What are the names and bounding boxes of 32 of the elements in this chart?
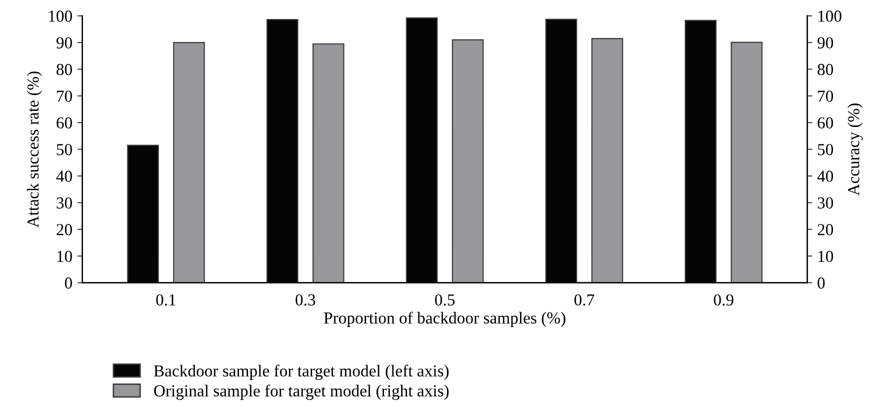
x-tick-label: 0.9 — [714, 294, 734, 306]
y2-tick-label: 80 — [818, 64, 834, 76]
y-tick-label: 50 — [56, 144, 72, 156]
y-tick-label: 40 — [56, 170, 72, 182]
x-axis-title: Proportion of backdoor samples (%) — [324, 312, 566, 328]
y2-tick-label: 70 — [818, 90, 834, 102]
y-tick-label: 60 — [56, 117, 72, 129]
y-tick-label: 100 — [49, 10, 72, 22]
y-tick-label: 90 — [56, 37, 72, 48]
y2-tick-label: 30 — [818, 197, 834, 209]
x-tick-label: 0.1 — [156, 294, 176, 306]
legend-label: Backdoor sample for target model (left axis) — [154, 364, 449, 380]
x-tick-label: 0.5 — [435, 294, 455, 306]
y2-tick-label: 90 — [818, 37, 834, 48]
y2-tick-label: 0 — [818, 277, 825, 289]
y-tick-label: 10 — [57, 250, 72, 262]
y2-tick-label: 20 — [818, 224, 834, 236]
y-tick-label: 30 — [56, 197, 72, 209]
y2-tick-label: 10 — [818, 250, 834, 262]
y2-axis-title: Accuracy (%) — [848, 104, 863, 196]
legend-label: Original sample for target model (right axis) — [154, 384, 449, 400]
y2-tick-label: 40 — [817, 170, 834, 182]
y2-tick-label: 60 — [818, 117, 834, 129]
y-tick-label: 70 — [57, 90, 72, 102]
x-tick-label: 0.7 — [574, 294, 594, 306]
y-tick-label: 20 — [56, 224, 72, 236]
y-tick-label: 0 — [64, 277, 72, 289]
x-tick-label: 0.3 — [296, 294, 316, 306]
y2-tick-label: 100 — [818, 10, 842, 22]
y2-tick-label: 50 — [818, 144, 834, 156]
y-tick-label: 80 — [56, 64, 72, 76]
y-axis-title: Attack success rate (%) — [26, 72, 42, 228]
